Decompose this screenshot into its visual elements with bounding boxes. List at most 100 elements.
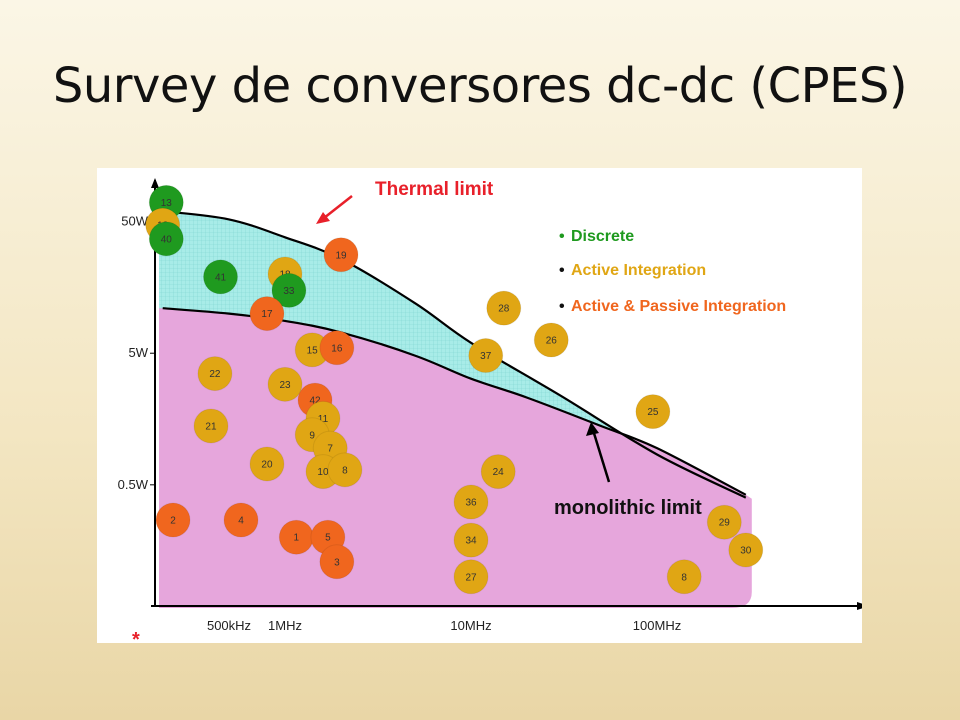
data-point-marker bbox=[486, 290, 522, 326]
data-point-label: 29 bbox=[719, 518, 731, 529]
data-point: 29 bbox=[706, 504, 742, 540]
data-point: 27 bbox=[453, 559, 489, 595]
data-point-label: 8 bbox=[342, 465, 348, 476]
data-point-label: 21 bbox=[205, 421, 217, 432]
monolithic-limit-annotation: monolithic limit bbox=[554, 497, 702, 519]
data-point: 24 bbox=[480, 454, 516, 490]
thermal-limit-arrow bbox=[323, 195, 353, 219]
data-point-marker bbox=[453, 522, 489, 558]
data-point-marker bbox=[323, 237, 359, 273]
data-point-label: 24 bbox=[493, 467, 505, 478]
data-point-label: 17 bbox=[261, 309, 273, 320]
legend-label-0: Discrete bbox=[571, 228, 634, 245]
data-point-label: 11 bbox=[318, 414, 329, 425]
data-point-marker bbox=[148, 221, 184, 257]
data-point: 3 bbox=[319, 544, 355, 580]
x-tick-label-1: 1MHz bbox=[268, 618, 302, 633]
data-point-label: 9 bbox=[309, 430, 315, 441]
data-point: 25 bbox=[635, 394, 671, 430]
data-point-label: 3 bbox=[334, 557, 340, 568]
data-point: 23 bbox=[267, 366, 303, 402]
data-point-label: 19 bbox=[335, 250, 347, 261]
x-tick-label-2: 10MHz bbox=[450, 618, 491, 633]
data-point-marker bbox=[271, 272, 307, 308]
data-point-marker bbox=[666, 559, 702, 595]
data-point: 20 bbox=[249, 446, 285, 482]
data-point: 1 bbox=[278, 519, 314, 555]
data-point-label: 20 bbox=[261, 459, 273, 470]
data-point: 16 bbox=[319, 330, 355, 366]
thermal-limit-arrowhead bbox=[316, 212, 330, 224]
x-axis-arrow bbox=[857, 602, 862, 610]
data-point: 40 bbox=[148, 221, 184, 257]
data-point-label: 8 bbox=[681, 572, 687, 583]
data-point-marker bbox=[480, 454, 516, 490]
footnote-asterisk: * bbox=[132, 629, 140, 643]
x-tick-label-3: 100MHz bbox=[633, 618, 681, 633]
data-point-marker bbox=[728, 532, 764, 568]
data-point-marker bbox=[706, 504, 742, 540]
data-point-marker bbox=[203, 259, 239, 295]
data-point: 37 bbox=[468, 338, 504, 374]
legend-bullet-1: • bbox=[559, 262, 565, 279]
data-point: 26 bbox=[533, 322, 569, 358]
data-point-marker bbox=[319, 330, 355, 366]
x-tick-label-0: 500kHz bbox=[207, 618, 251, 633]
data-point-label: 4 bbox=[238, 516, 244, 527]
data-point-marker bbox=[533, 322, 569, 358]
data-point-marker bbox=[327, 452, 363, 488]
data-point-marker bbox=[319, 544, 355, 580]
y-tick-label-0: 50W bbox=[121, 214, 148, 229]
y-axis-arrow bbox=[151, 178, 159, 188]
data-point-marker bbox=[453, 484, 489, 520]
legend-bullet-2: • bbox=[559, 298, 565, 315]
data-point: 4 bbox=[223, 502, 259, 538]
data-point-label: 27 bbox=[465, 572, 477, 583]
y-tick-label-2: 0.5W bbox=[118, 477, 149, 492]
data-point-marker bbox=[193, 408, 229, 444]
data-point-label: 13 bbox=[161, 198, 173, 209]
data-point: 2 bbox=[155, 502, 191, 538]
data-point-label: 42 bbox=[309, 396, 321, 407]
data-point-label: 7 bbox=[327, 444, 333, 455]
data-point: 17 bbox=[249, 296, 285, 332]
data-point: 34 bbox=[453, 522, 489, 558]
data-point: 30 bbox=[728, 532, 764, 568]
data-point: 41 bbox=[203, 259, 239, 295]
thermal-limit-curve bbox=[162, 210, 747, 499]
data-point-label: 41 bbox=[215, 272, 227, 283]
data-point: 36 bbox=[453, 484, 489, 520]
data-point: 8 bbox=[666, 559, 702, 595]
legend-label-2: Active & Passive Integration bbox=[571, 298, 786, 315]
data-point: 21 bbox=[193, 408, 229, 444]
data-point: 22 bbox=[197, 356, 233, 392]
data-point-label: 34 bbox=[465, 536, 477, 547]
data-point-marker bbox=[223, 502, 259, 538]
data-point-label: 28 bbox=[498, 304, 510, 315]
slide-title: Survey de conversores dc-dc (CPES) bbox=[52, 58, 908, 114]
data-point-label: 37 bbox=[480, 351, 492, 362]
data-point-marker bbox=[453, 559, 489, 595]
data-point-label: 15 bbox=[307, 345, 319, 356]
data-point: 8 bbox=[327, 452, 363, 488]
data-point-label: 2 bbox=[170, 516, 176, 527]
data-point-label: 1 bbox=[294, 533, 300, 544]
data-point-marker bbox=[468, 338, 504, 374]
data-point-marker bbox=[197, 356, 233, 392]
monolithic-limit-arrow bbox=[591, 429, 611, 483]
data-point: 33 bbox=[271, 272, 307, 308]
data-point-label: 33 bbox=[283, 286, 295, 297]
data-point-label: 10 bbox=[317, 467, 329, 478]
legend-label-1: Active Integration bbox=[571, 262, 706, 279]
data-point-marker bbox=[249, 296, 285, 332]
monolithic-limit-arrowhead bbox=[586, 422, 599, 436]
data-point: 19 bbox=[323, 237, 359, 273]
data-point-label: 23 bbox=[279, 380, 291, 391]
data-point-label: 25 bbox=[647, 407, 659, 418]
data-point-label: 36 bbox=[465, 498, 477, 509]
legend-bullet-0: • bbox=[559, 228, 565, 245]
data-point-label: 5 bbox=[325, 533, 331, 544]
data-point-marker bbox=[635, 394, 671, 430]
data-point-label: 22 bbox=[209, 369, 221, 380]
y-tick-label-1: 5W bbox=[129, 345, 149, 360]
